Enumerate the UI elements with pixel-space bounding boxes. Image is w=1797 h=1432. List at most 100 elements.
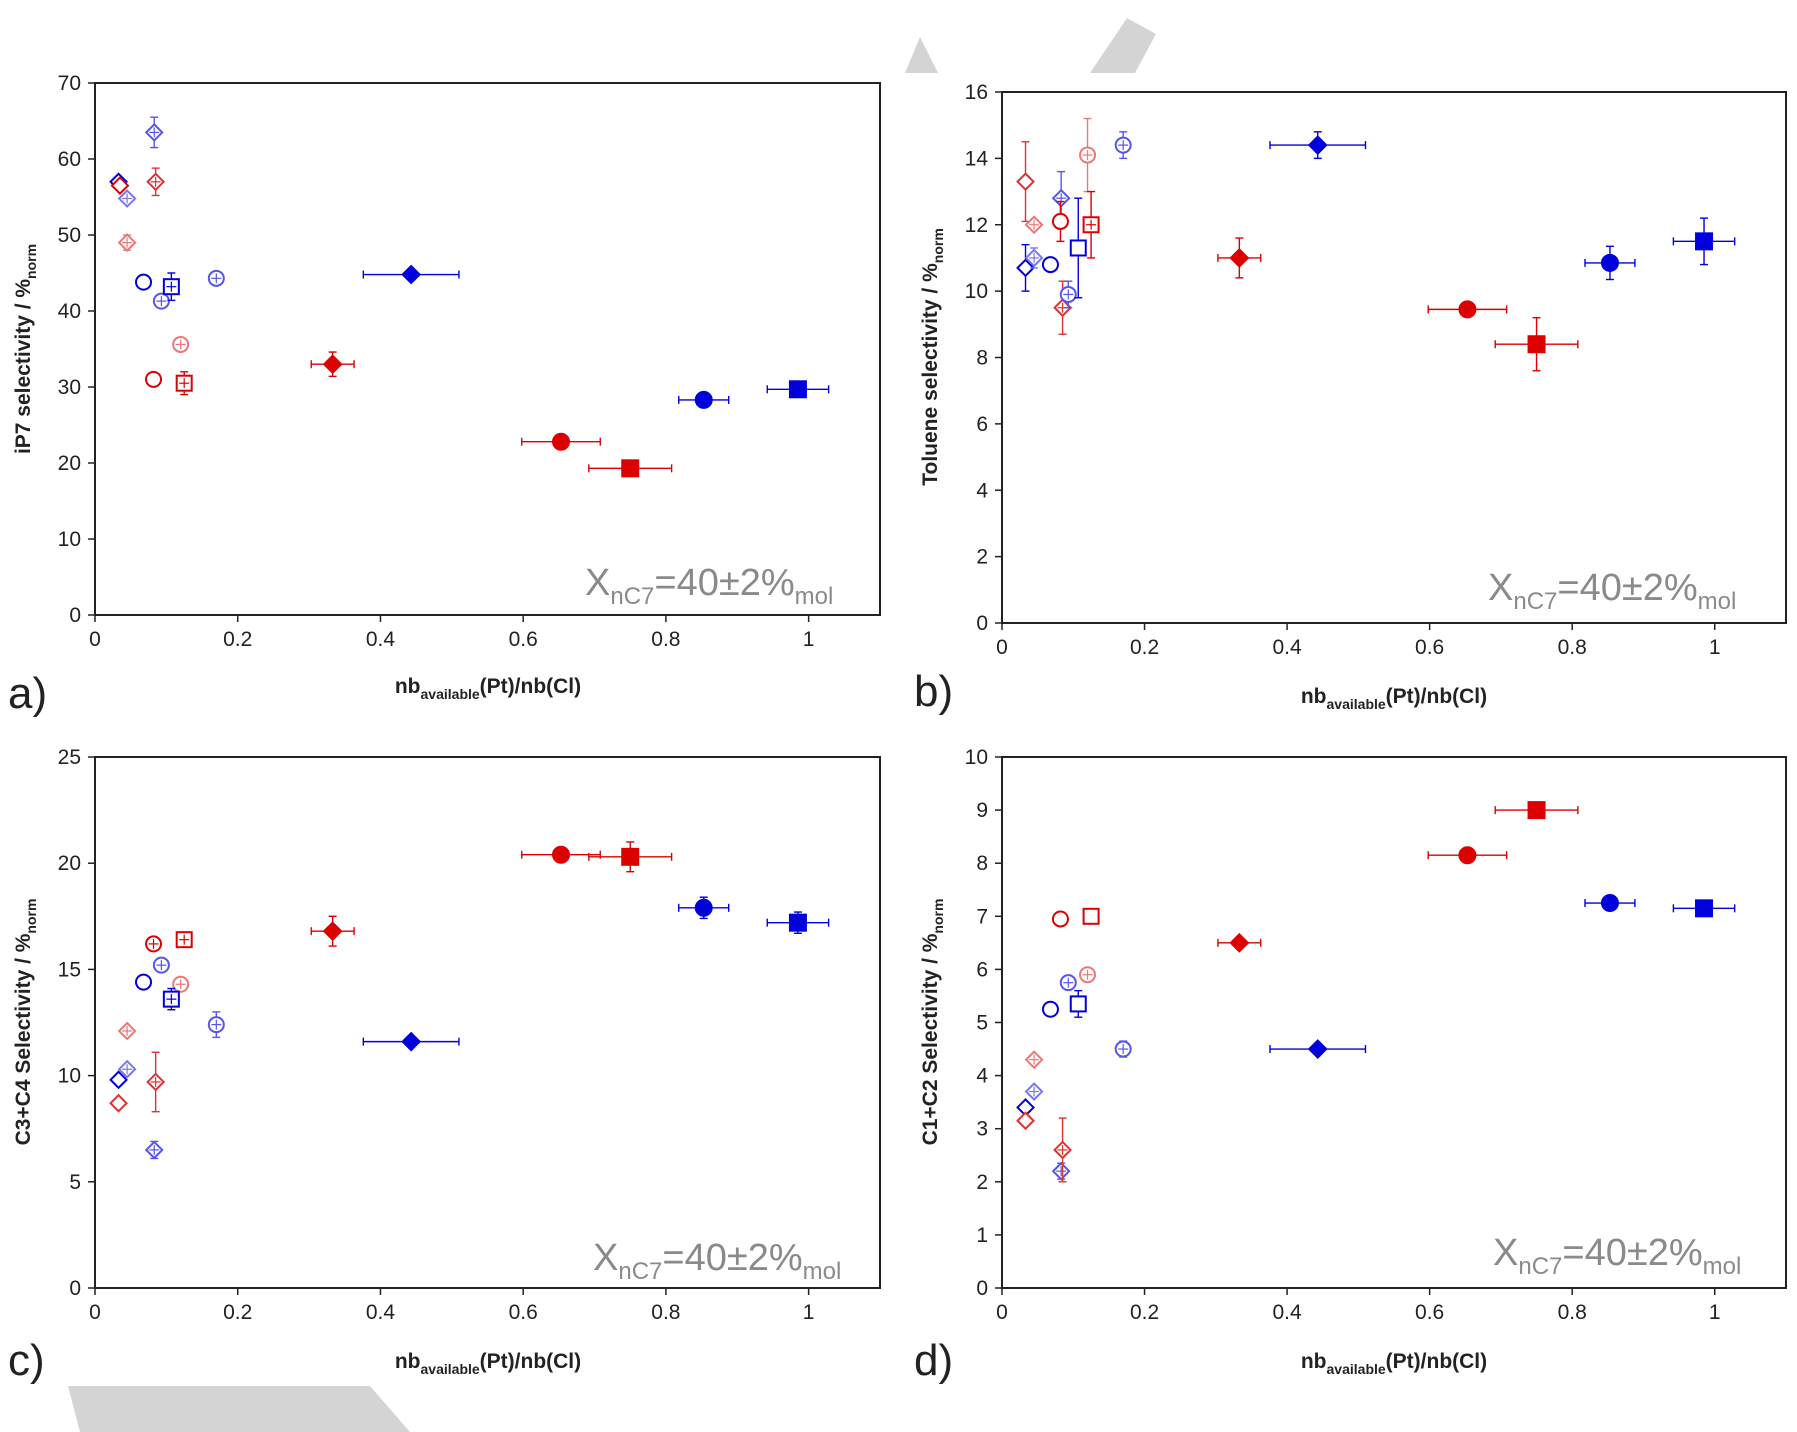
marker-square (1527, 801, 1546, 820)
marker-square (1082, 907, 1100, 925)
data-point (144, 1140, 164, 1160)
data-point (146, 1051, 166, 1113)
data-point (1427, 846, 1508, 865)
x-tick-label: 0.4 (366, 628, 396, 651)
data-point (109, 1093, 128, 1113)
y-tick-label: 5 (976, 1012, 988, 1035)
data-point (117, 1059, 137, 1079)
y-tick-label: 70 (58, 72, 81, 95)
panel-letter: c) (8, 1336, 45, 1385)
data-point (1217, 932, 1262, 953)
data-point (1494, 801, 1579, 820)
conversion-annotation: XnC7=40±2%mol (585, 562, 833, 610)
x-tick-label: 0.2 (1130, 636, 1159, 659)
data-point (1269, 131, 1367, 160)
y-tick-label: 2 (976, 546, 988, 569)
y-tick-label: 6 (976, 413, 988, 436)
marker-circle (135, 273, 153, 291)
data-point (362, 264, 460, 285)
y-tick-label: 60 (58, 148, 81, 171)
y-tick-label: 0 (976, 612, 988, 635)
y-axis-label: iP7 selectivity / %norm (12, 244, 39, 454)
data-point (1494, 316, 1579, 372)
conversion-annotation: XnC7=40±2%mol (593, 1237, 841, 1285)
x-tick-label: 0.4 (1272, 1301, 1302, 1324)
marker-diamond (1016, 258, 1035, 278)
data-point (521, 432, 601, 451)
y-axis-label: Toluene selectivity / %norm (919, 228, 946, 486)
data-point (1016, 243, 1035, 292)
marker-diamond (1229, 932, 1250, 953)
watermark-stripe-top-left (905, 37, 938, 73)
y-tick-label: 7 (976, 905, 988, 928)
data-point (678, 390, 730, 409)
data-point (162, 987, 180, 1011)
data-point (207, 1011, 225, 1039)
data-point (175, 931, 193, 949)
data-point (117, 233, 137, 253)
marker-diamond (1016, 172, 1035, 192)
x-tick-label: 0.2 (223, 628, 252, 651)
y-tick-label: 20 (58, 452, 81, 475)
data-point (1584, 894, 1636, 913)
data-point (678, 896, 730, 920)
marker-square (621, 847, 640, 866)
x-tick-label: 0.8 (651, 628, 680, 651)
y-tick-label: 10 (965, 746, 988, 769)
x-tick-label: 0.8 (1558, 1301, 1587, 1324)
y-tick-label: 1 (976, 1224, 988, 1247)
data-point (766, 911, 830, 934)
marker-circle (1051, 910, 1069, 928)
data-point (1024, 1082, 1044, 1101)
data-point (1041, 256, 1059, 274)
y-tick-label: 8 (976, 852, 988, 875)
watermark-stripe-bottom (68, 1386, 410, 1432)
marker-circle (694, 898, 713, 917)
panel-c: 0 0.2 0.4 0.6 0.8 10510152025nbavailable(Pt)/… (8, 746, 881, 1385)
data-point (117, 1021, 137, 1041)
marker-diamond (322, 921, 343, 942)
data-point (152, 292, 170, 310)
x-tick-label: 1 (1709, 1301, 1721, 1324)
data-point (766, 380, 830, 399)
marker-circle (552, 845, 571, 864)
data-point (1082, 190, 1100, 259)
watermark-stripe-top-right (1090, 18, 1156, 73)
y-tick-label: 10 (965, 280, 988, 303)
x-tick-label: 0.2 (223, 1301, 252, 1324)
y-tick-label: 8 (976, 347, 988, 370)
data-point (145, 370, 163, 388)
marker-square (788, 913, 807, 932)
y-tick-label: 0 (69, 604, 81, 627)
data-point (109, 1070, 128, 1090)
marker-circle (1458, 846, 1477, 865)
y-tick-label: 50 (58, 224, 81, 247)
marker-diamond (109, 1093, 128, 1113)
y-tick-label: 2 (976, 1171, 988, 1194)
x-tick-label: 0 (89, 628, 101, 651)
marker-square (1695, 232, 1714, 251)
data-point (1059, 974, 1077, 992)
data-point (1114, 131, 1132, 160)
y-tick-label: 0 (69, 1277, 81, 1300)
data-point (135, 973, 153, 991)
marker-circle (694, 390, 713, 409)
data-point (1051, 1161, 1071, 1181)
panel-d: 0 0.2 0.4 0.6 0.8 1012345678910nbavailable(Pt… (914, 746, 1787, 1385)
plot-frame (94, 756, 881, 1289)
data-point (144, 116, 164, 149)
data-point (1069, 197, 1087, 299)
x-axis-label: nbavailable(Pt)/nb(Cl) (1301, 1350, 1487, 1377)
data-point (1051, 200, 1069, 243)
y-tick-label: 40 (58, 300, 81, 323)
x-tick-label: 0 (996, 636, 1008, 659)
data-point (1427, 300, 1508, 319)
data-point (172, 975, 190, 993)
marker-square (1527, 335, 1546, 354)
x-tick-label: 0.8 (651, 1301, 680, 1324)
data-point (135, 273, 153, 291)
y-tick-label: 14 (965, 147, 989, 170)
y-tick-label: 12 (965, 214, 988, 237)
